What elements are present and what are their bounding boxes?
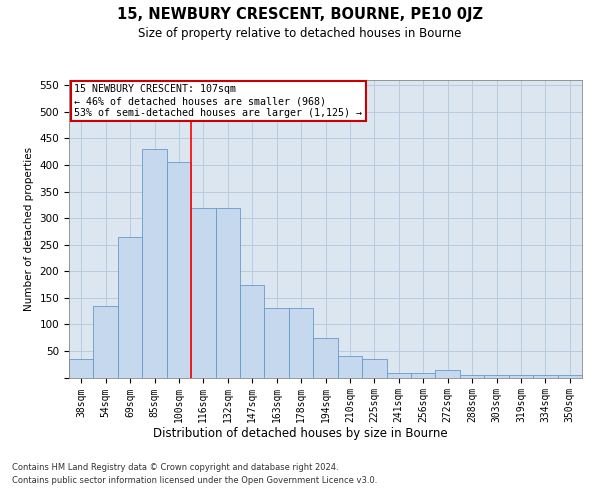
- Bar: [411, 373, 436, 378]
- Bar: [533, 375, 557, 378]
- Bar: [265, 308, 289, 378]
- Text: Contains public sector information licensed under the Open Government Licence v3: Contains public sector information licen…: [12, 476, 377, 485]
- Text: Distribution of detached houses by size in Bourne: Distribution of detached houses by size …: [152, 428, 448, 440]
- Bar: [386, 373, 411, 378]
- Bar: [69, 359, 94, 378]
- Bar: [338, 356, 362, 378]
- Bar: [94, 306, 118, 378]
- Text: Size of property relative to detached houses in Bourne: Size of property relative to detached ho…: [139, 28, 461, 40]
- Text: 15 NEWBURY CRESCENT: 107sqm
← 46% of detached houses are smaller (968)
53% of se: 15 NEWBURY CRESCENT: 107sqm ← 46% of det…: [74, 84, 362, 117]
- Bar: [362, 359, 386, 378]
- Bar: [557, 375, 582, 378]
- Bar: [436, 370, 460, 378]
- Bar: [191, 208, 215, 378]
- Bar: [313, 338, 338, 378]
- Bar: [289, 308, 313, 378]
- Bar: [484, 375, 509, 378]
- Bar: [118, 236, 142, 378]
- Bar: [167, 162, 191, 378]
- Bar: [142, 149, 167, 378]
- Bar: [215, 208, 240, 378]
- Y-axis label: Number of detached properties: Number of detached properties: [24, 146, 34, 311]
- Bar: [240, 284, 265, 378]
- Bar: [509, 375, 533, 378]
- Text: Contains HM Land Registry data © Crown copyright and database right 2024.: Contains HM Land Registry data © Crown c…: [12, 462, 338, 471]
- Text: 15, NEWBURY CRESCENT, BOURNE, PE10 0JZ: 15, NEWBURY CRESCENT, BOURNE, PE10 0JZ: [117, 8, 483, 22]
- Bar: [460, 375, 484, 378]
